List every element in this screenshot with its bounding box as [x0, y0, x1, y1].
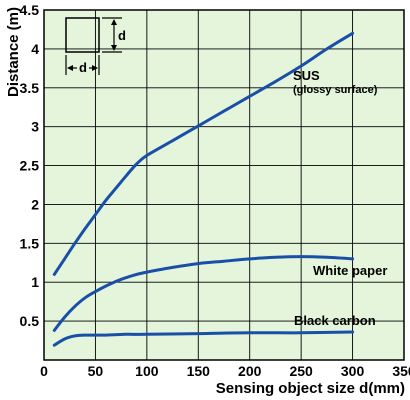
y-tick-labels: 0.5 1 1.5 2 2.5 3 3.5 4 4.5	[20, 2, 40, 329]
inset-arrow-down	[111, 45, 117, 51]
grid-lines	[44, 10, 404, 360]
x-tick-label: 50	[88, 363, 104, 379]
series-line-black-carbon	[52, 330, 355, 347]
series-sublabel-sus: (glossy surface)	[293, 84, 378, 96]
inset-arrow-up	[111, 19, 117, 25]
x-tick-label: 0	[40, 363, 48, 379]
inset-arrow-right	[92, 65, 98, 71]
y-tick-label: 4	[31, 41, 39, 57]
y-tick-label: 3.5	[20, 80, 40, 96]
y-axis-title: Distance (m)	[5, 7, 22, 97]
x-tick-label: 350	[392, 363, 410, 379]
inset-arrow-left	[67, 65, 73, 71]
series-line-white-paper	[52, 255, 355, 332]
inset-square	[65, 17, 100, 53]
x-axis-title: Sensing object size d(mm)	[216, 380, 405, 397]
y-tick-label: 2.5	[20, 158, 40, 174]
series-lines	[52, 31, 355, 347]
x-tick-labels: 0 50 100 150 200 250 300 350	[40, 363, 410, 379]
y-tick-label: 1.5	[20, 235, 40, 251]
series-line-sus	[52, 31, 355, 276]
y-tick-label: 0.5	[20, 313, 40, 329]
series-label-sus: SUS	[293, 68, 320, 83]
x-tick-label: 250	[289, 363, 313, 379]
inset-label-vertical: d	[118, 28, 126, 43]
x-tick-label: 200	[238, 363, 262, 379]
x-tick-label: 300	[341, 363, 365, 379]
plot-background	[44, 10, 404, 360]
x-tick-label: 100	[135, 363, 159, 379]
series-label-white-paper: White paper	[313, 263, 387, 278]
y-tick-label: 2	[31, 196, 39, 212]
plot-frame	[43, 9, 405, 361]
y-tick-label: 3	[31, 119, 39, 135]
x-tick-label: 150	[187, 363, 211, 379]
y-tick-label: 1	[31, 274, 39, 290]
series-label-black-carbon: Black carbon	[294, 313, 376, 328]
y-tick-label: 4.5	[20, 2, 40, 18]
inset-schematic: d d	[65, 17, 126, 75]
inset-label-horizontal: d	[79, 60, 87, 75]
